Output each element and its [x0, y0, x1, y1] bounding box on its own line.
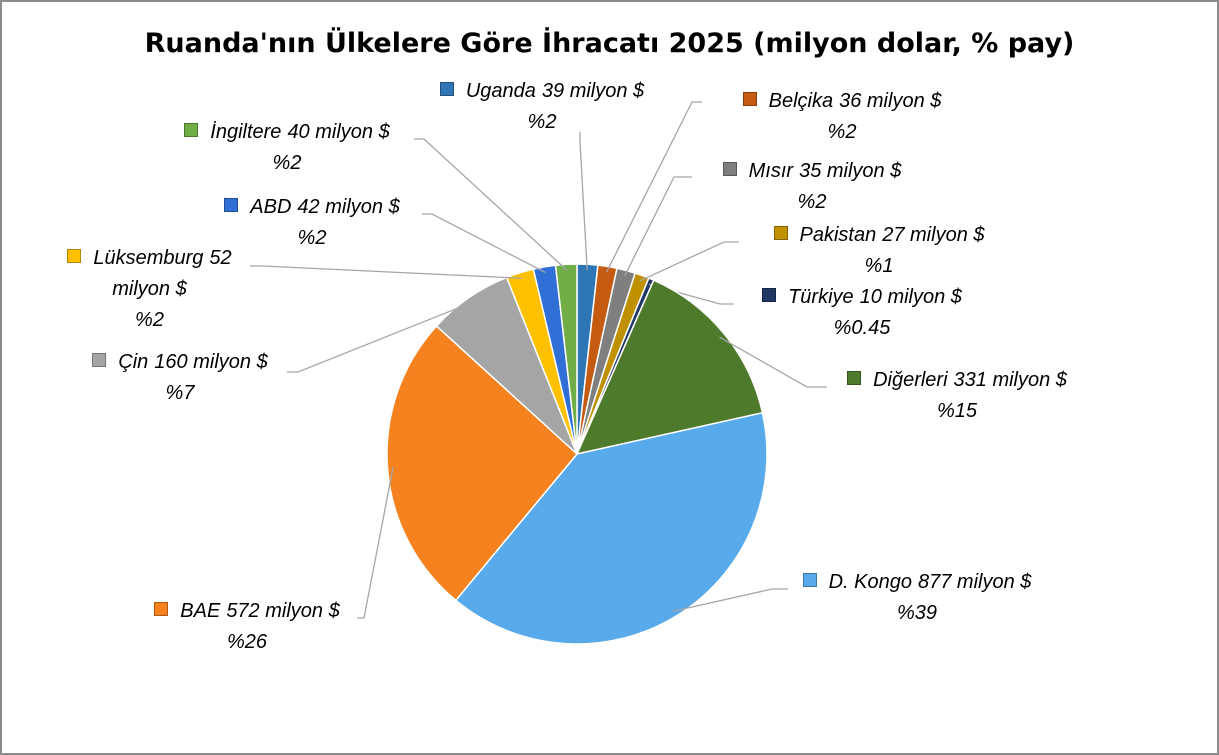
value-label: 35 milyon $: [799, 160, 902, 182]
data-label: BAE 572 milyon $ %26: [127, 596, 367, 658]
data-label: İngiltere 40 milyon $ %2: [152, 117, 422, 179]
pie-slice: [554, 263, 578, 455]
leader-line: [639, 241, 739, 282]
category-label: Türkiye: [788, 286, 854, 308]
legend-swatch: [722, 162, 737, 176]
category-label: Uganda: [465, 80, 536, 102]
category-label: İngiltere: [210, 121, 282, 143]
value-label: 877 milyon $: [917, 571, 1032, 593]
value-label: 160 milyon $: [154, 351, 268, 373]
percent-label: %26: [226, 631, 268, 653]
data-label: Diğerleri 331 milyon $ %15: [832, 365, 1082, 427]
legend-swatch: [762, 288, 777, 302]
data-label: Lüksemburg 52 milyon $ %2: [42, 243, 257, 336]
leader-line: [606, 101, 702, 273]
percent-label: %39: [896, 602, 938, 624]
leader-line: [624, 176, 692, 277]
data-label: Mısır 35 milyon $ %2: [697, 156, 927, 218]
value-label: 39 milyon $: [541, 80, 645, 102]
legend-swatch: [439, 82, 454, 96]
percent-label: %2: [527, 111, 557, 133]
category-label: Mısır: [748, 160, 794, 182]
value-label: 42 milyon $: [297, 196, 400, 218]
percent-label: %15: [936, 400, 978, 422]
data-label: Türkiye 10 milyon $ %0.45: [737, 282, 987, 344]
leader-line: [250, 265, 522, 279]
category-label: Lüksemburg: [93, 247, 204, 269]
category-label: Çin: [118, 351, 149, 373]
percent-label: %2: [797, 191, 827, 213]
value-label: 572 milyon $: [226, 600, 340, 622]
legend-swatch: [154, 602, 169, 616]
leader-line: [579, 132, 588, 271]
leader-line: [673, 588, 788, 612]
leader-line: [719, 336, 827, 388]
leader-line: [414, 138, 568, 271]
leader-line: [422, 213, 546, 274]
pie-slice: [386, 324, 579, 602]
value-label: 10 milyon $: [859, 286, 962, 308]
data-label: Uganda 39 milyon $ %2: [412, 76, 672, 138]
pie-slice: [454, 411, 768, 645]
legend-swatch: [224, 198, 239, 212]
percent-label: %0.45: [833, 317, 891, 339]
percent-label: %1: [864, 255, 894, 277]
category-label: Pakistan: [799, 224, 877, 246]
value-label: 40 milyon $: [287, 121, 390, 143]
legend-swatch: [184, 123, 199, 137]
percent-label: %2: [135, 309, 164, 331]
data-label: Belçika 36 milyon $ %2: [717, 86, 967, 148]
legend-swatch: [773, 226, 788, 240]
legend-swatch: [802, 573, 817, 587]
data-label: Pakistan 27 milyon $ %1: [744, 220, 1014, 282]
legend-swatch: [847, 371, 862, 385]
value-label: 27 milyon $: [882, 224, 985, 246]
value-label: 331 milyon $: [953, 369, 1067, 391]
category-label: Diğerleri: [873, 369, 948, 391]
category-label: D. Kongo: [828, 571, 912, 593]
value-label: 36 milyon $: [839, 90, 942, 112]
category-label: Belçika: [768, 90, 834, 112]
percent-label: %2: [272, 152, 302, 174]
chart-title: Ruanda'nın Ülkelere Göre İhracatı 2025 (…: [144, 28, 1075, 59]
percent-label: %7: [165, 382, 195, 404]
percent-label: %2: [297, 227, 327, 249]
legend-swatch: [92, 353, 107, 367]
category-label: ABD: [250, 196, 292, 218]
category-label: BAE: [180, 600, 221, 622]
data-label: ABD 42 milyon $ %2: [202, 192, 422, 254]
pie-slice: [575, 279, 764, 456]
leader-line: [287, 301, 473, 373]
leader-line: [357, 466, 394, 619]
legend-swatch: [742, 92, 757, 106]
data-label: D. Kongo 877 milyon $ %39: [792, 567, 1042, 629]
value-label: 52 milyon $: [112, 247, 232, 300]
legend-swatch: [67, 249, 82, 263]
data-label: Çin 160 milyon $ %7: [70, 347, 290, 409]
percent-label: %2: [827, 121, 857, 143]
